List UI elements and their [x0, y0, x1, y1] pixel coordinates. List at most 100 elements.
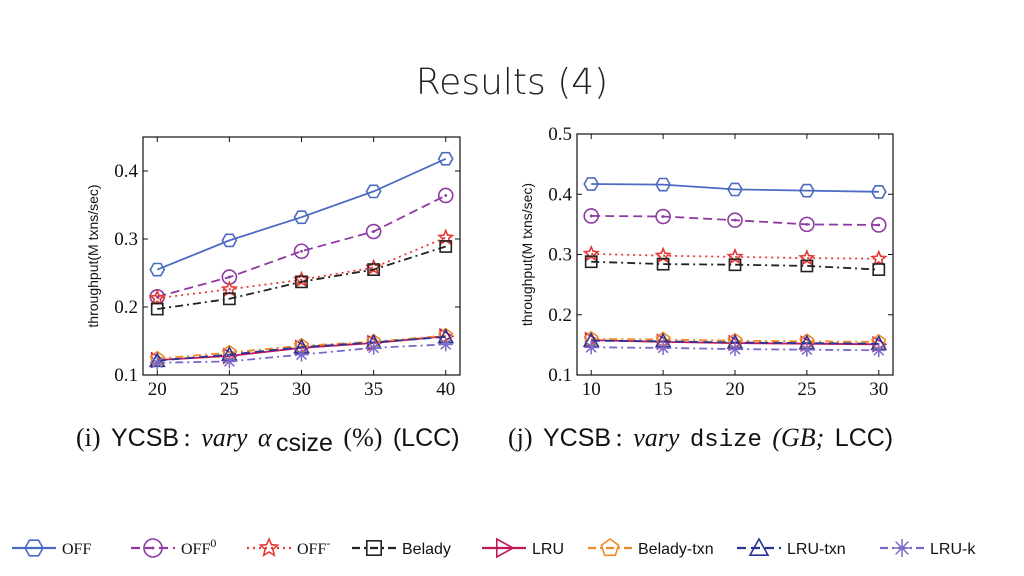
legend-item: OFF: [12, 539, 91, 558]
legend-item: LRU-k: [880, 539, 976, 558]
caption-left-system: YCSB: [111, 424, 179, 452]
series-line: [157, 236, 447, 300]
legend-label-text: LRU-k: [930, 541, 976, 558]
data-point: [365, 223, 382, 240]
legend-label: OFF0: [181, 536, 216, 558]
legend-item: LRU: [482, 537, 564, 559]
legend-label: LRU-txn: [787, 541, 846, 558]
data-point: [798, 183, 815, 198]
legend-marker: [495, 537, 515, 559]
legend-label: OFF-: [297, 536, 330, 558]
x-tick-label: 35: [364, 379, 383, 400]
data-point: [727, 212, 743, 228]
legend-marker: [893, 539, 911, 557]
series-lru-k: [584, 340, 886, 358]
data-point: [437, 187, 454, 204]
data-point: [582, 244, 600, 262]
legend-label-text: LRU-txn: [787, 541, 846, 558]
chart-left: 20 25 30 35 40 0.1 0.2 0.3 0.4 throughput(M txns/…: [85, 136, 461, 400]
legend-marker: [258, 536, 280, 558]
x-tick-label: 25: [797, 379, 816, 400]
series-line: [591, 338, 879, 343]
legend-label-text: OFF: [181, 541, 210, 558]
y-tick-label: 0.1: [548, 365, 572, 386]
data-point: [871, 343, 886, 358]
data-point: [872, 263, 886, 276]
series-line: [157, 245, 446, 310]
data-point: [293, 210, 310, 225]
legend-item: Belady-txn: [588, 538, 714, 558]
data-point: [656, 340, 671, 355]
caption-left-alpha: α: [258, 423, 273, 452]
series-line: [157, 194, 447, 298]
legend-label-sup: -: [326, 536, 330, 550]
data-point: [655, 208, 671, 225]
legend-label-text: Belady: [402, 541, 451, 558]
series-line: [157, 336, 446, 362]
series-belady: [584, 255, 886, 276]
data-point: [367, 263, 381, 276]
data-point: [584, 340, 599, 355]
x-tick-label: 15: [654, 379, 673, 400]
legend-label-text: OFF: [62, 541, 91, 558]
x-tick-label: 20: [726, 379, 745, 400]
legend-label: Belady: [402, 541, 451, 558]
data-point: [222, 354, 237, 369]
caption-right-colon: :: [616, 423, 623, 452]
series-line: [591, 183, 879, 193]
caption-left-tag: (LCC): [393, 424, 460, 452]
data-point: [295, 275, 308, 289]
data-point: [727, 182, 743, 197]
data-point: [150, 355, 165, 370]
data-point: [583, 177, 600, 191]
legend-marker: [600, 538, 620, 557]
legend-item: OFF0: [131, 536, 216, 558]
y-tick-label: 0.4: [548, 184, 572, 205]
y-axis-label: throughput(M txns/sec): [85, 184, 101, 327]
caption-right-system: YCSB: [543, 424, 611, 452]
data-point: [149, 262, 166, 277]
legend-label-text: LRU: [532, 541, 564, 558]
legend: OFF OFF0 OFF- Belady LRU Belady-txn LRU-txn LRU…: [12, 536, 976, 559]
x-tick-label: 30: [292, 379, 311, 400]
legend-marker: [365, 539, 382, 556]
y-tick-label: 0.3: [114, 229, 138, 250]
data-point: [655, 177, 672, 192]
caption-right-vary: vary: [633, 423, 680, 452]
legend-label-text: Belady-txn: [638, 541, 714, 558]
data-point: [366, 340, 381, 355]
y-tick-label: 0.3: [548, 245, 572, 266]
data-point: [798, 248, 816, 266]
data-point: [148, 289, 166, 306]
series-line: [591, 346, 879, 352]
data-point: [799, 342, 814, 357]
data-point: [583, 208, 600, 224]
caption-left-alpha-sub: csize: [276, 429, 333, 457]
caption-right-unit: (GB;: [772, 423, 824, 452]
series-line: [591, 260, 879, 271]
y-tick-label: 0.2: [114, 297, 138, 318]
data-point: [870, 185, 887, 199]
x-tick-label: 10: [582, 379, 601, 400]
data-point: [799, 216, 815, 233]
legend-label: LRU-k: [930, 541, 976, 558]
x-tick-label: 20: [148, 379, 167, 400]
chart-right: 10 15 20 25 30 0.1 0.2 0.3 0.4 0.5 throughput(M tx…: [519, 124, 894, 400]
legend-marker: [748, 537, 770, 557]
legend-marker: [143, 538, 163, 558]
series-off: [149, 151, 454, 277]
legend-item: Belady: [352, 539, 451, 558]
data-point: [222, 292, 236, 306]
series-lru-k: [150, 337, 453, 370]
y-axis-label: throughput(M txns/sec): [519, 183, 535, 326]
y-tick-label: 0.1: [114, 365, 138, 386]
data-point: [150, 302, 164, 316]
caption-right-tag: LCC): [835, 424, 893, 452]
caption-left-unit: (%): [343, 423, 382, 452]
data-point: [728, 258, 742, 272]
data-point: [221, 233, 238, 248]
x-tick-label: 30: [869, 379, 888, 400]
caption-left-vary: vary: [201, 423, 248, 452]
series-off: [583, 177, 887, 199]
